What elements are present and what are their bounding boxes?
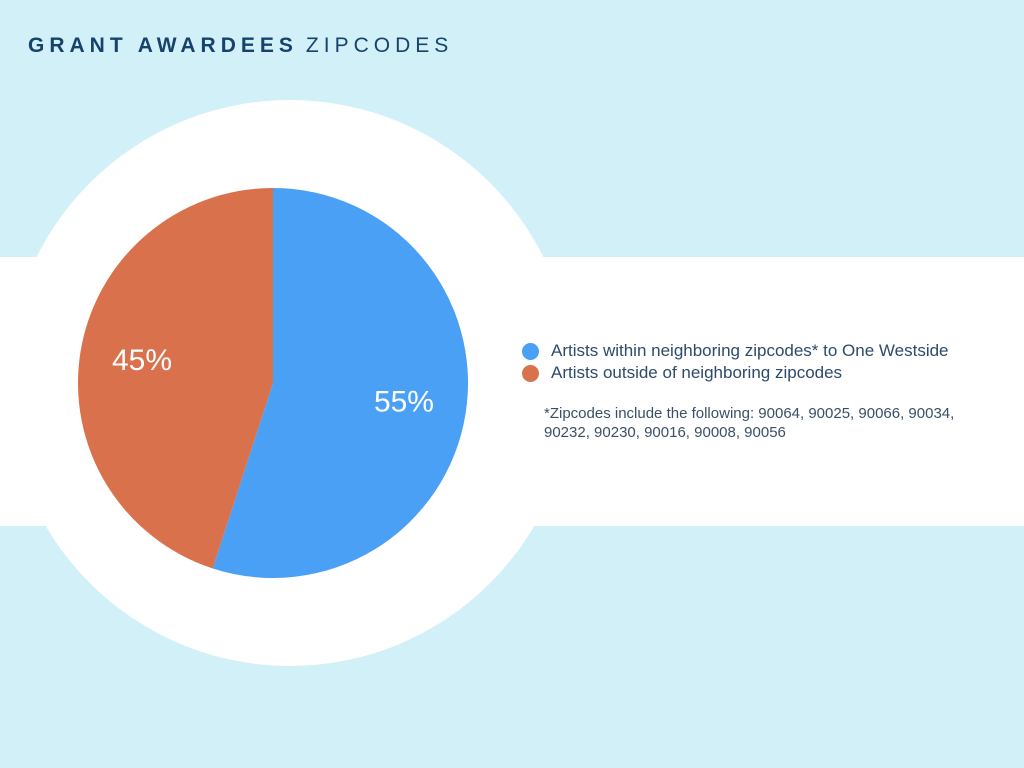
page-title: GRANT AWARDEES ZIPCODES xyxy=(28,34,453,58)
legend-swatch-within xyxy=(522,342,539,360)
pie-slice-within xyxy=(212,188,469,578)
title-light: ZIPCODES xyxy=(305,34,454,57)
pie-slice-outside xyxy=(78,188,273,569)
legend: Artists within neighboring zipcodes* to … xyxy=(522,340,1002,384)
zipcode-footnote: *Zipcodes include the following: 90064, … xyxy=(544,405,955,441)
pie-label-outside: 45% xyxy=(112,344,172,377)
legend-item-outside: Artists outside of neighboring zipcodes xyxy=(522,362,1002,384)
legend-label-within: Artists within neighboring zipcodes* to … xyxy=(551,341,949,360)
legend-swatch-outside xyxy=(522,364,539,382)
legend-item-within: Artists within neighboring zipcodes* to … xyxy=(522,340,1002,362)
pie-label-within: 55% xyxy=(374,386,434,419)
title-bold: GRANT AWARDEES xyxy=(28,34,298,57)
legend-label-outside: Artists outside of neighboring zipcodes xyxy=(551,363,843,382)
